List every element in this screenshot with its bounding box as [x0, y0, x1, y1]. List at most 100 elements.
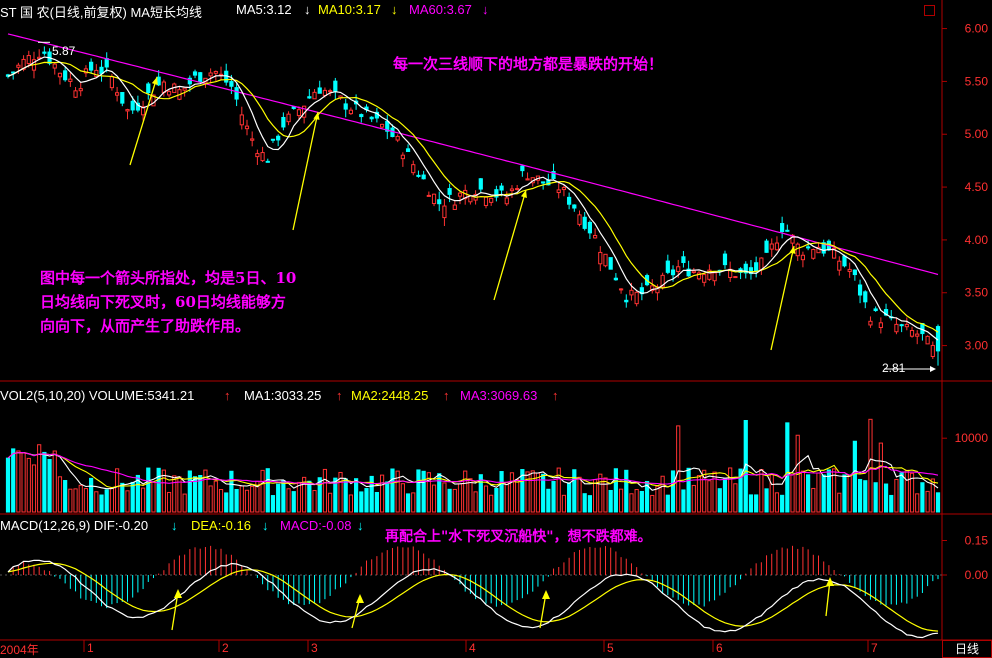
low-price-label: 2.81	[882, 361, 906, 375]
candle-body	[182, 87, 187, 91]
candle-body	[660, 274, 665, 288]
volume-bar	[541, 473, 546, 513]
volume-bar	[837, 492, 842, 513]
candle-body	[764, 240, 769, 253]
candle-body	[161, 81, 166, 93]
volume-bar	[509, 472, 515, 513]
volume-bar	[852, 440, 857, 513]
volume-bar	[203, 469, 208, 513]
macd-readout: MACD:-0.08	[280, 518, 352, 533]
candle-body	[572, 204, 577, 209]
volume-bar	[452, 488, 457, 513]
candle-body	[457, 192, 463, 197]
volume-bar	[613, 468, 618, 513]
candle-body	[592, 234, 598, 239]
candle-body	[26, 55, 31, 64]
volume-bar	[322, 468, 328, 513]
candle-body	[411, 164, 416, 174]
volume-bar	[530, 470, 535, 513]
candle-body	[670, 269, 676, 276]
candle-body	[99, 66, 104, 74]
volume-bar	[686, 467, 691, 513]
volume-bar	[369, 475, 374, 513]
candle-body	[83, 68, 89, 74]
candle-body	[426, 194, 431, 197]
volume-bar	[250, 485, 255, 513]
candle-body	[847, 268, 852, 272]
year-label: 2004年	[0, 643, 39, 657]
volume-bar	[73, 488, 78, 513]
volume-bar	[868, 418, 873, 513]
volume-bar	[120, 482, 125, 513]
restore-window-icon[interactable]	[924, 5, 935, 16]
volume-bar	[156, 467, 161, 513]
volume-bar	[437, 473, 442, 513]
volume-bar	[722, 478, 728, 513]
volume-up-arrow-icon: ↑	[224, 388, 231, 403]
volume-bar	[11, 448, 16, 513]
volume-bar	[728, 467, 733, 513]
volume-bar	[743, 420, 748, 513]
volume-bar	[99, 494, 104, 513]
crossover-arrow-head-icon	[789, 246, 796, 254]
ma60-down-arrow-icon: ↓	[482, 2, 489, 17]
candle-body	[416, 174, 421, 177]
volume-bar	[483, 485, 489, 513]
volume-bar	[499, 471, 504, 513]
volume-bar	[489, 494, 494, 513]
candle-body	[73, 90, 78, 98]
crossover-arrow	[493, 189, 527, 301]
volume-bar	[333, 477, 338, 513]
month-tick-label: 6	[716, 641, 723, 655]
candle-body	[400, 154, 405, 160]
volume-bar	[504, 481, 509, 513]
volume-bar	[639, 490, 644, 513]
volume-bar	[650, 494, 655, 513]
volume-bar	[135, 474, 140, 513]
price-tick-label: 6.00	[965, 22, 989, 36]
candle-body	[556, 189, 561, 194]
price-tick-label: 5.00	[965, 127, 989, 141]
volume-bar	[265, 468, 270, 513]
candle-body	[104, 58, 109, 68]
volume-bar	[525, 471, 530, 513]
candle-body	[624, 299, 629, 303]
volume-bar	[395, 470, 400, 513]
ma5-readout: MA5:3.12	[236, 2, 292, 17]
candle-body	[166, 91, 172, 96]
candle-body	[276, 135, 281, 141]
volume-bar	[390, 468, 395, 513]
candle-body	[790, 234, 795, 244]
volume-bar	[592, 479, 598, 513]
volume-bar	[47, 458, 52, 513]
candle-body	[925, 335, 930, 345]
ma5-down-arrow-icon: ↓	[304, 2, 311, 17]
volume-bar	[915, 493, 920, 513]
period-tab[interactable]: 日线	[942, 640, 992, 658]
candle-body	[286, 113, 291, 123]
volume-tick-label: 10000	[955, 431, 989, 445]
candle-body	[379, 123, 385, 128]
candle-body	[431, 193, 437, 205]
volume-bar	[608, 489, 613, 513]
volume-bar	[317, 477, 322, 513]
candle-body	[198, 72, 203, 83]
candle-body	[343, 103, 348, 110]
candle-body	[681, 256, 686, 264]
candle-body	[733, 276, 738, 279]
candle-body	[722, 253, 728, 266]
volume-bar	[130, 481, 135, 513]
volume-bar	[16, 450, 21, 513]
volume-bar	[328, 492, 333, 513]
month-tick-label: 7	[871, 641, 878, 655]
candle-body	[899, 324, 904, 327]
candle-body	[702, 274, 707, 283]
price-tick-label: 3.00	[965, 339, 989, 353]
volume-bar	[826, 469, 831, 513]
volume-bar	[31, 464, 37, 513]
volume-bar	[348, 494, 354, 513]
price-tick-label: 4.00	[965, 233, 989, 247]
volume-bar	[816, 472, 821, 513]
volume-bar	[37, 444, 42, 513]
